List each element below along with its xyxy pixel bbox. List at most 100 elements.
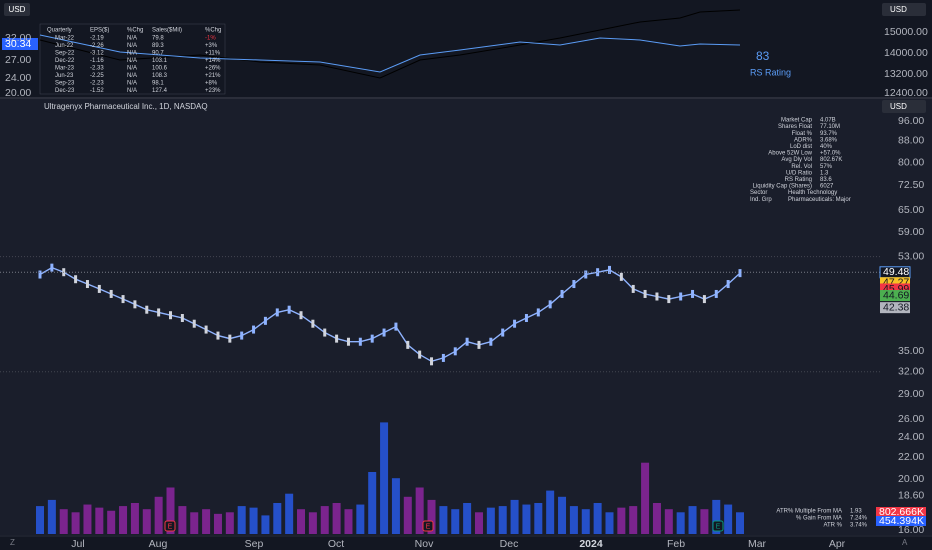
right-axis-label: 15000.00 — [884, 26, 928, 38]
table-cell: +26% — [205, 66, 221, 72]
y-tick-label: 18.60 — [898, 489, 924, 501]
right-axis-label: 13200.00 — [884, 68, 928, 80]
table-cell: 90.7 — [152, 51, 164, 57]
volume-bar — [202, 509, 211, 534]
volume-bar — [36, 506, 44, 534]
x-tick-label: Feb — [667, 538, 685, 550]
currency-badge — [882, 3, 926, 16]
y-tick-label: 22.00 — [898, 451, 924, 463]
volume-bar — [676, 512, 685, 534]
volume-bar — [463, 503, 472, 534]
price-point — [430, 357, 434, 366]
volume-bar — [486, 507, 495, 534]
price-point — [109, 289, 113, 298]
currency: USD — [890, 102, 907, 111]
volume-bar — [225, 512, 234, 534]
volume-bar — [439, 506, 448, 534]
table-cell: N/A — [127, 81, 137, 87]
price-point — [418, 350, 422, 359]
price-point — [619, 272, 623, 281]
price-point — [121, 295, 125, 304]
volume-bar — [427, 499, 436, 534]
table-header: Sales($Mil) — [152, 28, 182, 34]
volume-bar — [522, 504, 531, 534]
price-badge — [880, 302, 910, 314]
price-badge-label: 42.38 — [883, 301, 909, 313]
price-point — [133, 300, 137, 309]
price-point — [702, 295, 706, 304]
price-point — [501, 328, 505, 337]
volume-bar — [344, 509, 353, 534]
stat-value: +57.0% — [820, 151, 841, 157]
y-tick-label: 88.00 — [898, 135, 924, 147]
volume-bar — [510, 499, 519, 534]
volume-bar — [47, 499, 56, 534]
volume-bar — [95, 507, 104, 534]
corner-icon[interactable]: Z — [10, 538, 15, 547]
table-cell: Jun-22 — [55, 43, 74, 49]
volume-bar — [380, 422, 389, 534]
price-point — [560, 289, 564, 298]
price-point — [584, 270, 588, 279]
rs-label: RS Rating — [750, 67, 791, 77]
stat-value: 57% — [820, 164, 833, 170]
price-point — [204, 325, 208, 334]
left-axis-label: 20.00 — [5, 87, 31, 99]
price-point — [50, 263, 54, 272]
table-cell: +14% — [205, 58, 221, 64]
table-cell: N/A — [127, 88, 137, 94]
table-header: %Chg — [205, 28, 221, 34]
price-point — [145, 305, 149, 314]
earnings-marker — [422, 520, 434, 532]
volume-bar — [59, 509, 68, 534]
volume-bar — [664, 509, 673, 534]
volume-bar — [356, 504, 365, 534]
currency: USD — [890, 5, 907, 14]
table-cell: 100.6 — [152, 66, 168, 72]
volume-badge-label: 802.666K — [879, 506, 924, 518]
table-cell: -1% — [205, 36, 216, 42]
volume-bar — [498, 506, 507, 534]
corner-icon[interactable]: A — [902, 538, 908, 547]
x-tick-label: 2024 — [579, 538, 603, 550]
table-cell: Sep-22 — [55, 51, 75, 57]
volume-bar — [581, 509, 590, 534]
table-cell: +23% — [205, 88, 221, 94]
volume-bar — [213, 513, 222, 534]
table-header: %Chg — [127, 28, 143, 34]
volume-bar — [546, 490, 555, 534]
stat-value: 93.7% — [820, 131, 838, 137]
stat-value: Health Technology — [788, 190, 837, 196]
bottom-stat-key: ATR % — [823, 523, 842, 529]
price-point — [477, 340, 481, 349]
table-cell: -2.26 — [90, 43, 104, 49]
stat-value: 4.07B — [820, 118, 836, 124]
volume-bar — [415, 487, 424, 534]
stat-value: 40% — [820, 144, 833, 150]
stat-key: Float % — [792, 131, 813, 137]
currency: USD — [9, 5, 26, 14]
y-tick-label: 80.00 — [898, 156, 924, 168]
price-point — [513, 319, 517, 328]
table-cell: -2.25 — [90, 73, 104, 79]
table-cell: N/A — [127, 73, 137, 79]
stat-key: Liquidity Cap (Shares) — [753, 184, 812, 190]
volume-bar — [368, 472, 377, 534]
price-point — [572, 280, 576, 289]
price-point — [97, 284, 101, 293]
y-tick-label: 32.00 — [898, 366, 924, 378]
table-cell: +8% — [205, 81, 218, 87]
price-line — [39, 266, 741, 363]
table-cell: -3.12 — [90, 51, 104, 57]
table-cell: +3% — [205, 43, 218, 49]
price-point — [299, 311, 303, 320]
chart-title: Ultragenyx Pharmaceutical Inc., 1D, NASD… — [44, 102, 208, 111]
volume-bar — [605, 512, 614, 534]
y-tick-label: 20.00 — [898, 473, 924, 485]
earnings-marker — [164, 520, 176, 532]
stat-key: U/D Ratio — [786, 170, 813, 176]
currency-badge — [4, 3, 30, 16]
price-point — [679, 292, 683, 301]
table-cell: +21% — [205, 73, 221, 79]
